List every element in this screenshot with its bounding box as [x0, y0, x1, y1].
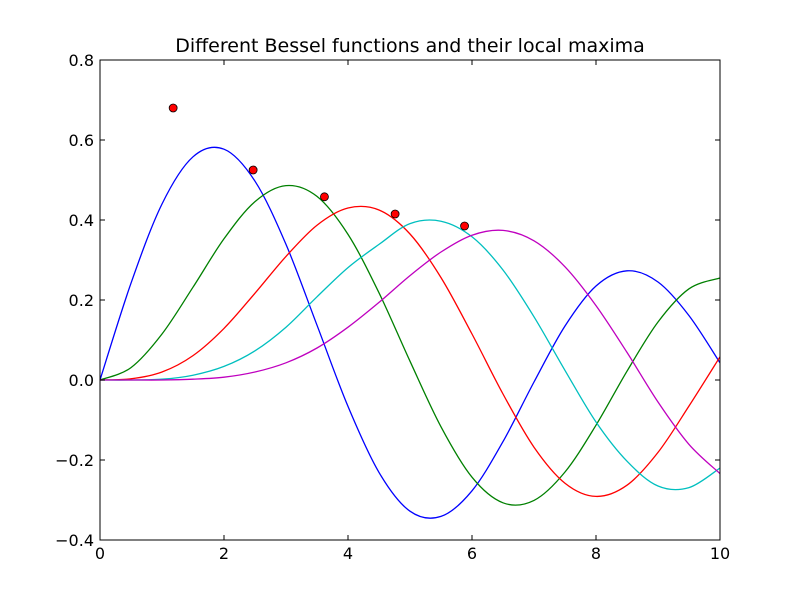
local-max-marker-4 — [390, 209, 400, 219]
series-line-3 — [99, 205, 721, 498]
x-tick-label: 10 — [710, 544, 730, 563]
y-tick-label: 0.4 — [69, 211, 94, 230]
x-tick-label: 6 — [467, 544, 477, 563]
x-tick-label: 8 — [591, 544, 601, 563]
series-line-4 — [99, 219, 721, 491]
local-max-marker-3 — [320, 192, 329, 202]
y-tick-label: −0.2 — [55, 451, 94, 470]
local-max-marker-2 — [248, 165, 258, 175]
plot-background — [100, 60, 720, 540]
y-tick-label: 0.0 — [69, 371, 94, 390]
chart-title: Different Bessel functions and their loc… — [175, 35, 645, 57]
series-line-2 — [99, 184, 721, 506]
marker-layer — [168, 103, 469, 231]
y-tick-label: 0.8 — [69, 51, 94, 70]
local-max-marker-1 — [168, 103, 178, 113]
y-tick-label: 0.2 — [69, 291, 94, 310]
series-line-1 — [99, 146, 721, 519]
x-tick-label: 0 — [95, 544, 105, 563]
series-layer — [99, 146, 721, 519]
local-max-marker-5 — [460, 221, 469, 231]
y-tick-label: 0.6 — [69, 131, 94, 150]
y-tick-label: −0.4 — [55, 531, 94, 550]
series-line-5 — [99, 229, 721, 475]
x-tick-label: 4 — [343, 544, 353, 563]
x-tick-label: 2 — [219, 544, 229, 563]
tick-label-layer: 0 2 4 6 8 10 −0.4 −0.2 0.0 0.2 0.4 0.6 0.8 — [55, 51, 730, 563]
tick-layer — [99, 59, 721, 541]
